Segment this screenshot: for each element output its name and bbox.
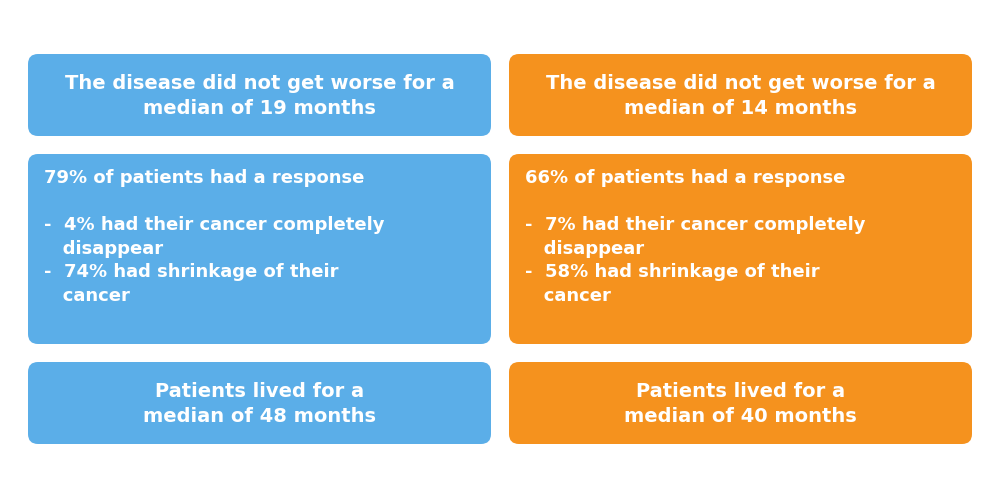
FancyBboxPatch shape bbox=[509, 362, 972, 444]
FancyBboxPatch shape bbox=[28, 155, 491, 344]
Text: The disease did not get worse for a
median of 14 months: The disease did not get worse for a medi… bbox=[546, 74, 935, 118]
Text: 79% of patients had a response

-  4% had their cancer completely
   disappear
-: 79% of patients had a response - 4% had … bbox=[44, 168, 384, 304]
FancyBboxPatch shape bbox=[28, 362, 491, 444]
Text: The disease did not get worse for a
median of 19 months: The disease did not get worse for a medi… bbox=[65, 74, 454, 118]
FancyBboxPatch shape bbox=[509, 55, 972, 137]
Text: Patients lived for a
median of 48 months: Patients lived for a median of 48 months bbox=[143, 381, 376, 425]
Text: Patients lived for a
median of 40 months: Patients lived for a median of 40 months bbox=[624, 381, 857, 425]
FancyBboxPatch shape bbox=[28, 55, 491, 137]
Text: 66% of patients had a response

-  7% had their cancer completely
   disappear
-: 66% of patients had a response - 7% had … bbox=[525, 168, 866, 304]
FancyBboxPatch shape bbox=[509, 155, 972, 344]
